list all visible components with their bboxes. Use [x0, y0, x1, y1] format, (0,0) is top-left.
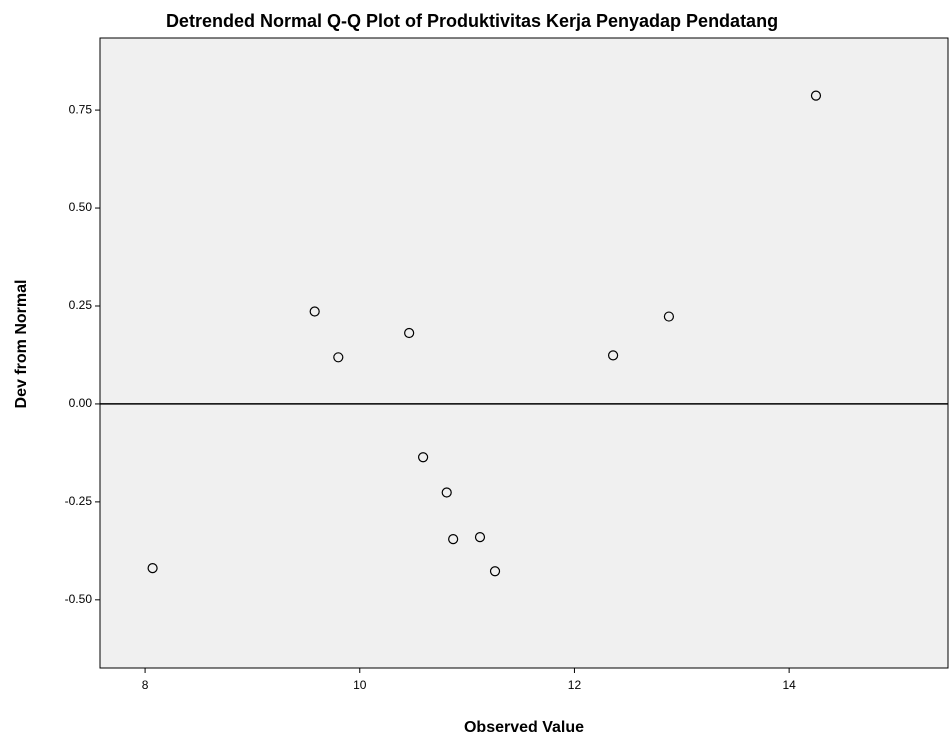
- x-tick-label: 12: [568, 678, 582, 692]
- x-tick-label: 8: [142, 678, 149, 692]
- point: [441, 487, 452, 498]
- y-axis-label: Dev from Normal: [13, 280, 30, 409]
- point: [489, 566, 501, 577]
- x-tick-label: 10: [353, 678, 367, 692]
- x-axis-label: Observed Value: [464, 719, 584, 736]
- plot-area: [99, 37, 949, 669]
- point: [333, 352, 344, 363]
- point: [448, 534, 459, 545]
- y-tick-label: 0.25: [69, 298, 93, 312]
- x-tick-label: 14: [782, 678, 796, 692]
- y-tick-label: -0.25: [65, 494, 93, 508]
- point: [474, 532, 486, 543]
- point: [810, 90, 822, 101]
- y-tick-label: -0.50: [65, 592, 93, 606]
- y-tick-label: 0.00: [69, 396, 93, 410]
- point: [663, 311, 675, 322]
- point: [147, 562, 158, 574]
- point: [404, 327, 415, 339]
- point: [309, 306, 320, 317]
- point: [417, 452, 429, 463]
- y-tick-label: 0.75: [69, 102, 93, 116]
- point: [607, 350, 619, 361]
- y-tick-label: 0.50: [69, 200, 93, 214]
- chart-title: Detrended Normal Q-Q Plot of Produktivit…: [166, 11, 778, 31]
